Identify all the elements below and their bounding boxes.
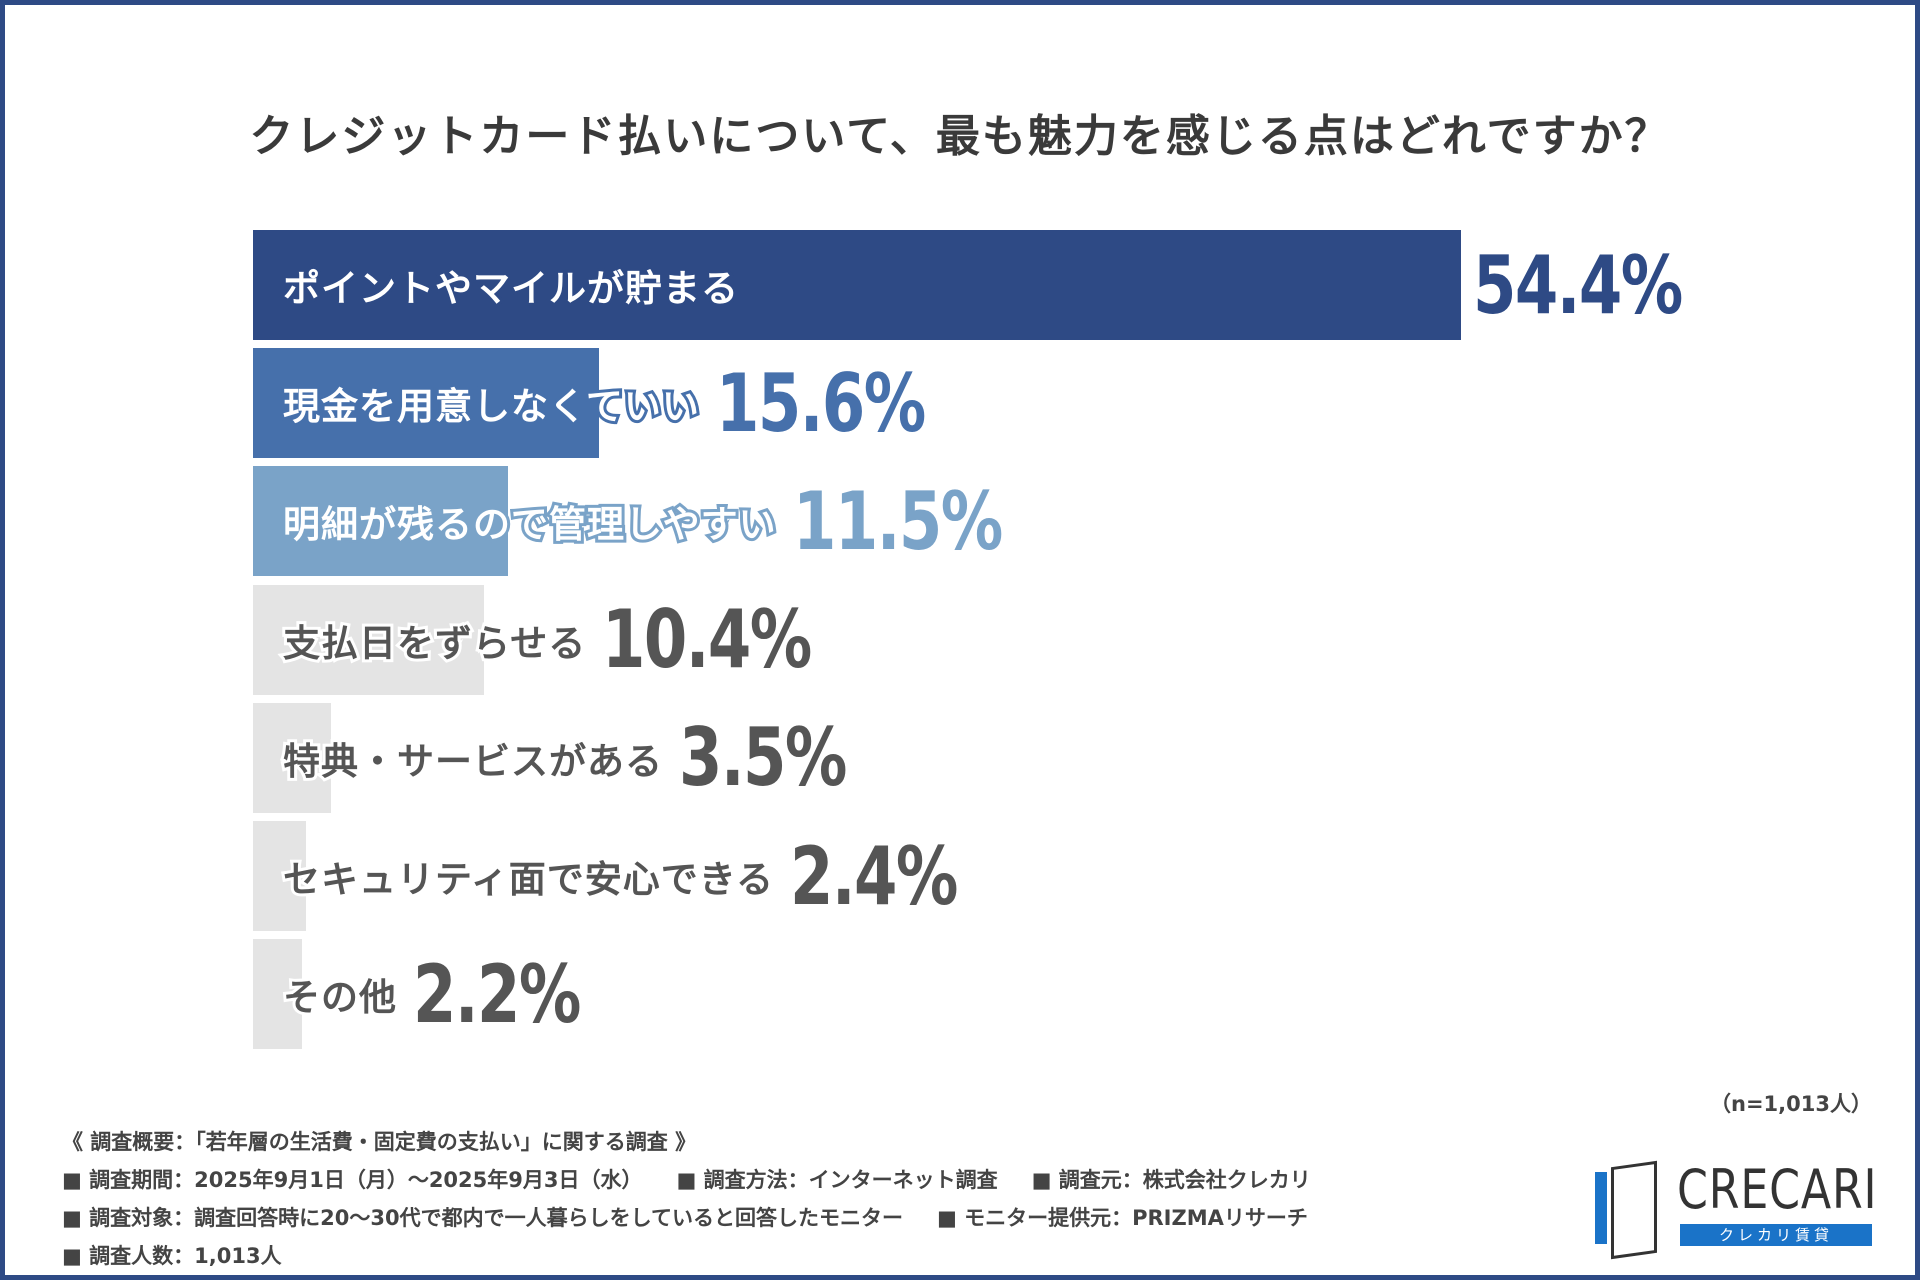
bar-label-group: その他 2.2%: [280, 939, 627, 1049]
survey-target: ■ 調査対象：調査回答時に20～30代で都内で一人暮らしをしていると回答したモニ…: [62, 1206, 903, 1230]
bar: [253, 821, 307, 931]
bar-label-group: 特典・サービスがある 3.5%: [280, 703, 893, 813]
survey-provider: ■ モニター提供元：PRIZMAリサーチ: [936, 1206, 1308, 1230]
bar: [253, 230, 1461, 340]
survey-source: ■ 調査元：株式会社クレカリ: [1031, 1168, 1311, 1192]
survey-period: ■ 調査期間：2025年9月1日（月）～2025年9月3日（水）: [62, 1168, 643, 1192]
category-label: 明細が残るので管理しやすい: [280, 500, 779, 549]
survey-method: ■ 調査方法：インターネット調査: [676, 1168, 998, 1192]
value-label: 2.2%: [413, 947, 581, 1041]
logo-mark: [1595, 1172, 1607, 1244]
logo-door-icon: [1611, 1160, 1657, 1260]
category-label: ポイントやマイルが貯まる: [280, 264, 741, 313]
category-label: 支払日をずらせる: [280, 619, 588, 668]
bar: [253, 466, 509, 577]
footer-line-2: ■ 調査対象：調査回答時に20～30代で都内で一人暮らしをしていると回答したモニ…: [62, 1202, 1342, 1232]
bar-label-group: 明細が残るので管理しやすい 11.5%: [280, 466, 1060, 576]
bar-label-group: 現金を用意しなくていい 15.6%: [280, 348, 983, 458]
bar: [253, 939, 302, 1050]
category-label: セキュリティ面で安心できる: [280, 855, 776, 904]
footer-line-1: ■ 調査期間：2025年9月1日（月）～2025年9月3日（水） ■ 調査方法：イ…: [62, 1164, 1345, 1194]
category-label: 現金を用意しなくていい: [280, 382, 702, 431]
crecari-logo: CRECARI クレカリ賃貸: [1595, 1158, 1877, 1260]
bar: [253, 348, 600, 459]
value-label: 10.4%: [602, 593, 812, 687]
category-label: その他: [280, 973, 399, 1022]
logo-word: CRECARI: [1677, 1158, 1878, 1221]
bar: [253, 584, 484, 695]
logo-sub: クレカリ賃貸: [1680, 1224, 1872, 1246]
bar-label-group: ポイントやマイルが貯まる 54.4%: [280, 230, 1683, 340]
sample-size: （n=1,013人）: [1710, 1092, 1872, 1116]
value-label: 15.6%: [715, 356, 926, 450]
survey-count: ■ 調査人数：1,013人: [62, 1244, 282, 1268]
value-label: 3.5%: [679, 711, 847, 805]
bar-label-group: 支払日をずらせる 10.4%: [280, 585, 870, 695]
chart-title: クレジットカード払いについて、最も魅力を感じる点はどれですか？: [249, 111, 1671, 162]
category-label: 特典・サービスがある: [280, 737, 665, 786]
bar-label-group: セキュリティ面で安心できる 2.4%: [280, 821, 1004, 931]
survey-heading: 《 調査概要：「若年層の生活費・固定費の支払い」に関する調査 》: [62, 1130, 697, 1154]
bar: [253, 702, 331, 813]
value-label: 54.4%: [1473, 238, 1683, 332]
value-label: 11.5%: [792, 474, 1003, 568]
value-label: 2.4%: [790, 829, 958, 923]
